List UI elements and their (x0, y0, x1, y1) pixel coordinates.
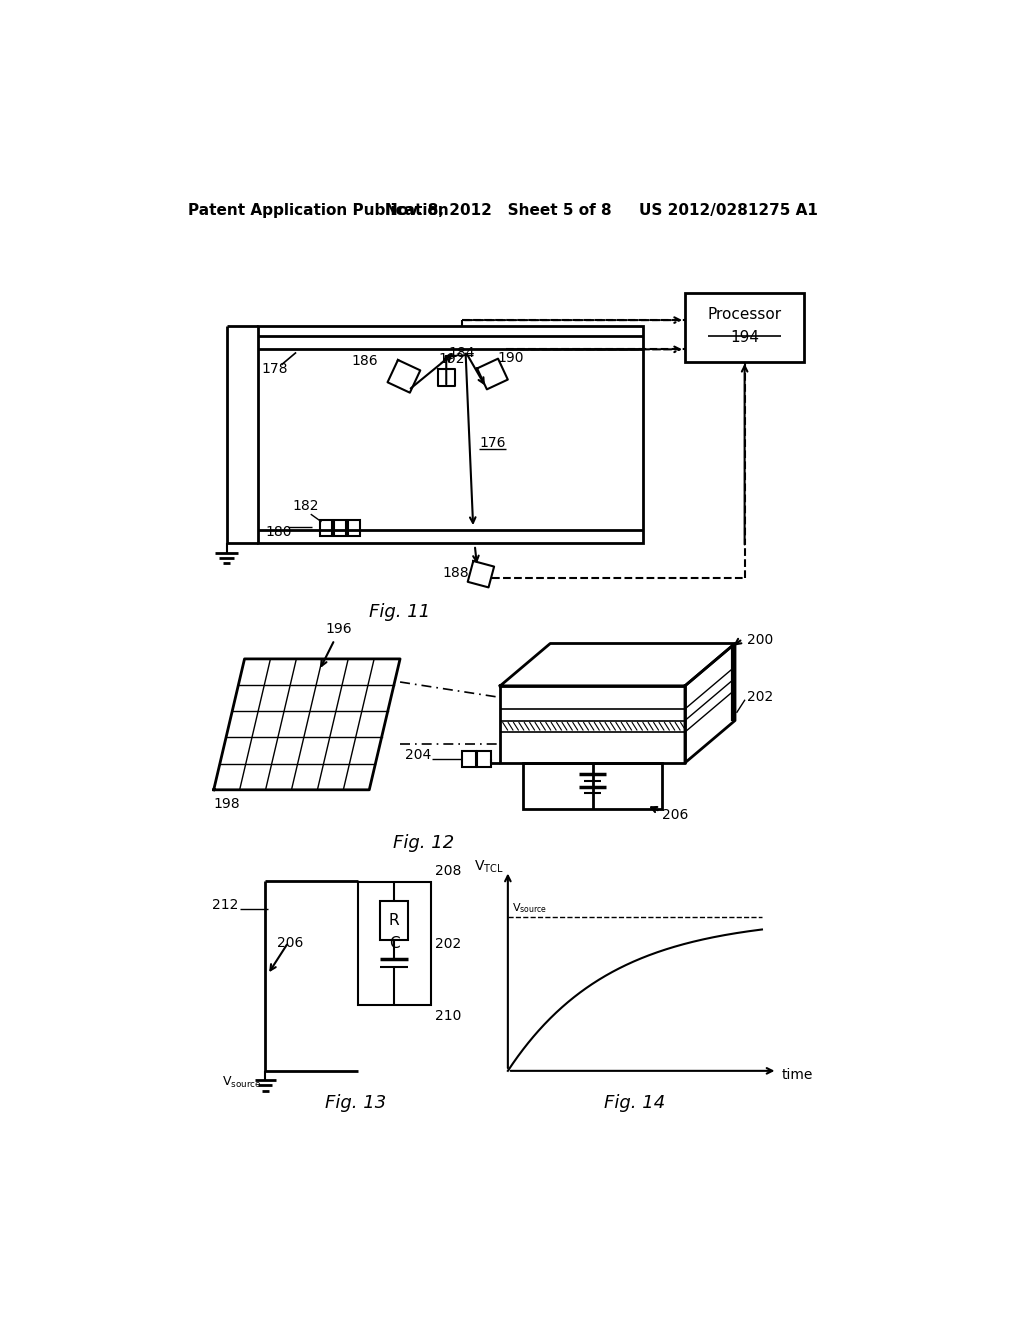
Text: 212: 212 (212, 899, 239, 912)
Text: 184: 184 (449, 346, 475, 360)
Text: Fig. 12: Fig. 12 (392, 834, 454, 853)
Text: V$_\mathsf{source}$: V$_\mathsf{source}$ (512, 900, 547, 915)
Bar (685, 293, 804, 363)
Text: 180: 180 (265, 525, 292, 539)
Text: 210: 210 (435, 1010, 461, 1023)
Bar (357, 882, 431, 1006)
Text: 202: 202 (435, 937, 461, 950)
Text: 186: 186 (352, 354, 379, 368)
Text: 208: 208 (435, 865, 461, 878)
Bar (523, 763, 662, 809)
Bar (348, 520, 360, 536)
Bar (334, 520, 346, 536)
Text: 194: 194 (730, 330, 759, 345)
Bar (319, 520, 333, 536)
Text: 204: 204 (404, 748, 431, 762)
Text: Fig. 14: Fig. 14 (604, 1094, 666, 1111)
Text: 196: 196 (326, 622, 352, 636)
Text: V$_\mathsf{source}$: V$_\mathsf{source}$ (222, 1074, 262, 1090)
Text: 176: 176 (479, 437, 506, 450)
Bar (462, 751, 475, 767)
Text: 200: 200 (746, 634, 773, 648)
Text: R: R (389, 913, 399, 928)
Text: 192: 192 (438, 352, 465, 367)
Text: C: C (389, 936, 399, 952)
Text: Nov. 8, 2012   Sheet 5 of 8: Nov. 8, 2012 Sheet 5 of 8 (385, 203, 611, 218)
Text: Fig. 11: Fig. 11 (370, 603, 431, 620)
Text: Fig. 13: Fig. 13 (326, 1094, 386, 1111)
Text: 202: 202 (746, 690, 773, 705)
Text: Processor: Processor (708, 308, 781, 322)
Text: 198: 198 (214, 797, 241, 812)
Bar (258, 326, 643, 544)
Text: V$_\mathsf{TCL}$: V$_\mathsf{TCL}$ (474, 858, 504, 875)
Bar (477, 751, 490, 767)
Text: 206: 206 (662, 808, 688, 821)
Text: 182: 182 (292, 499, 318, 512)
Text: US 2012/0281275 A1: US 2012/0281275 A1 (639, 203, 817, 218)
Text: 190: 190 (497, 351, 523, 364)
Text: Patent Application Publication: Patent Application Publication (188, 203, 450, 218)
Text: time: time (781, 1068, 813, 1081)
Text: 188: 188 (442, 566, 469, 579)
Bar (381, 902, 409, 940)
Text: 178: 178 (261, 362, 288, 376)
Text: 206: 206 (276, 936, 303, 950)
